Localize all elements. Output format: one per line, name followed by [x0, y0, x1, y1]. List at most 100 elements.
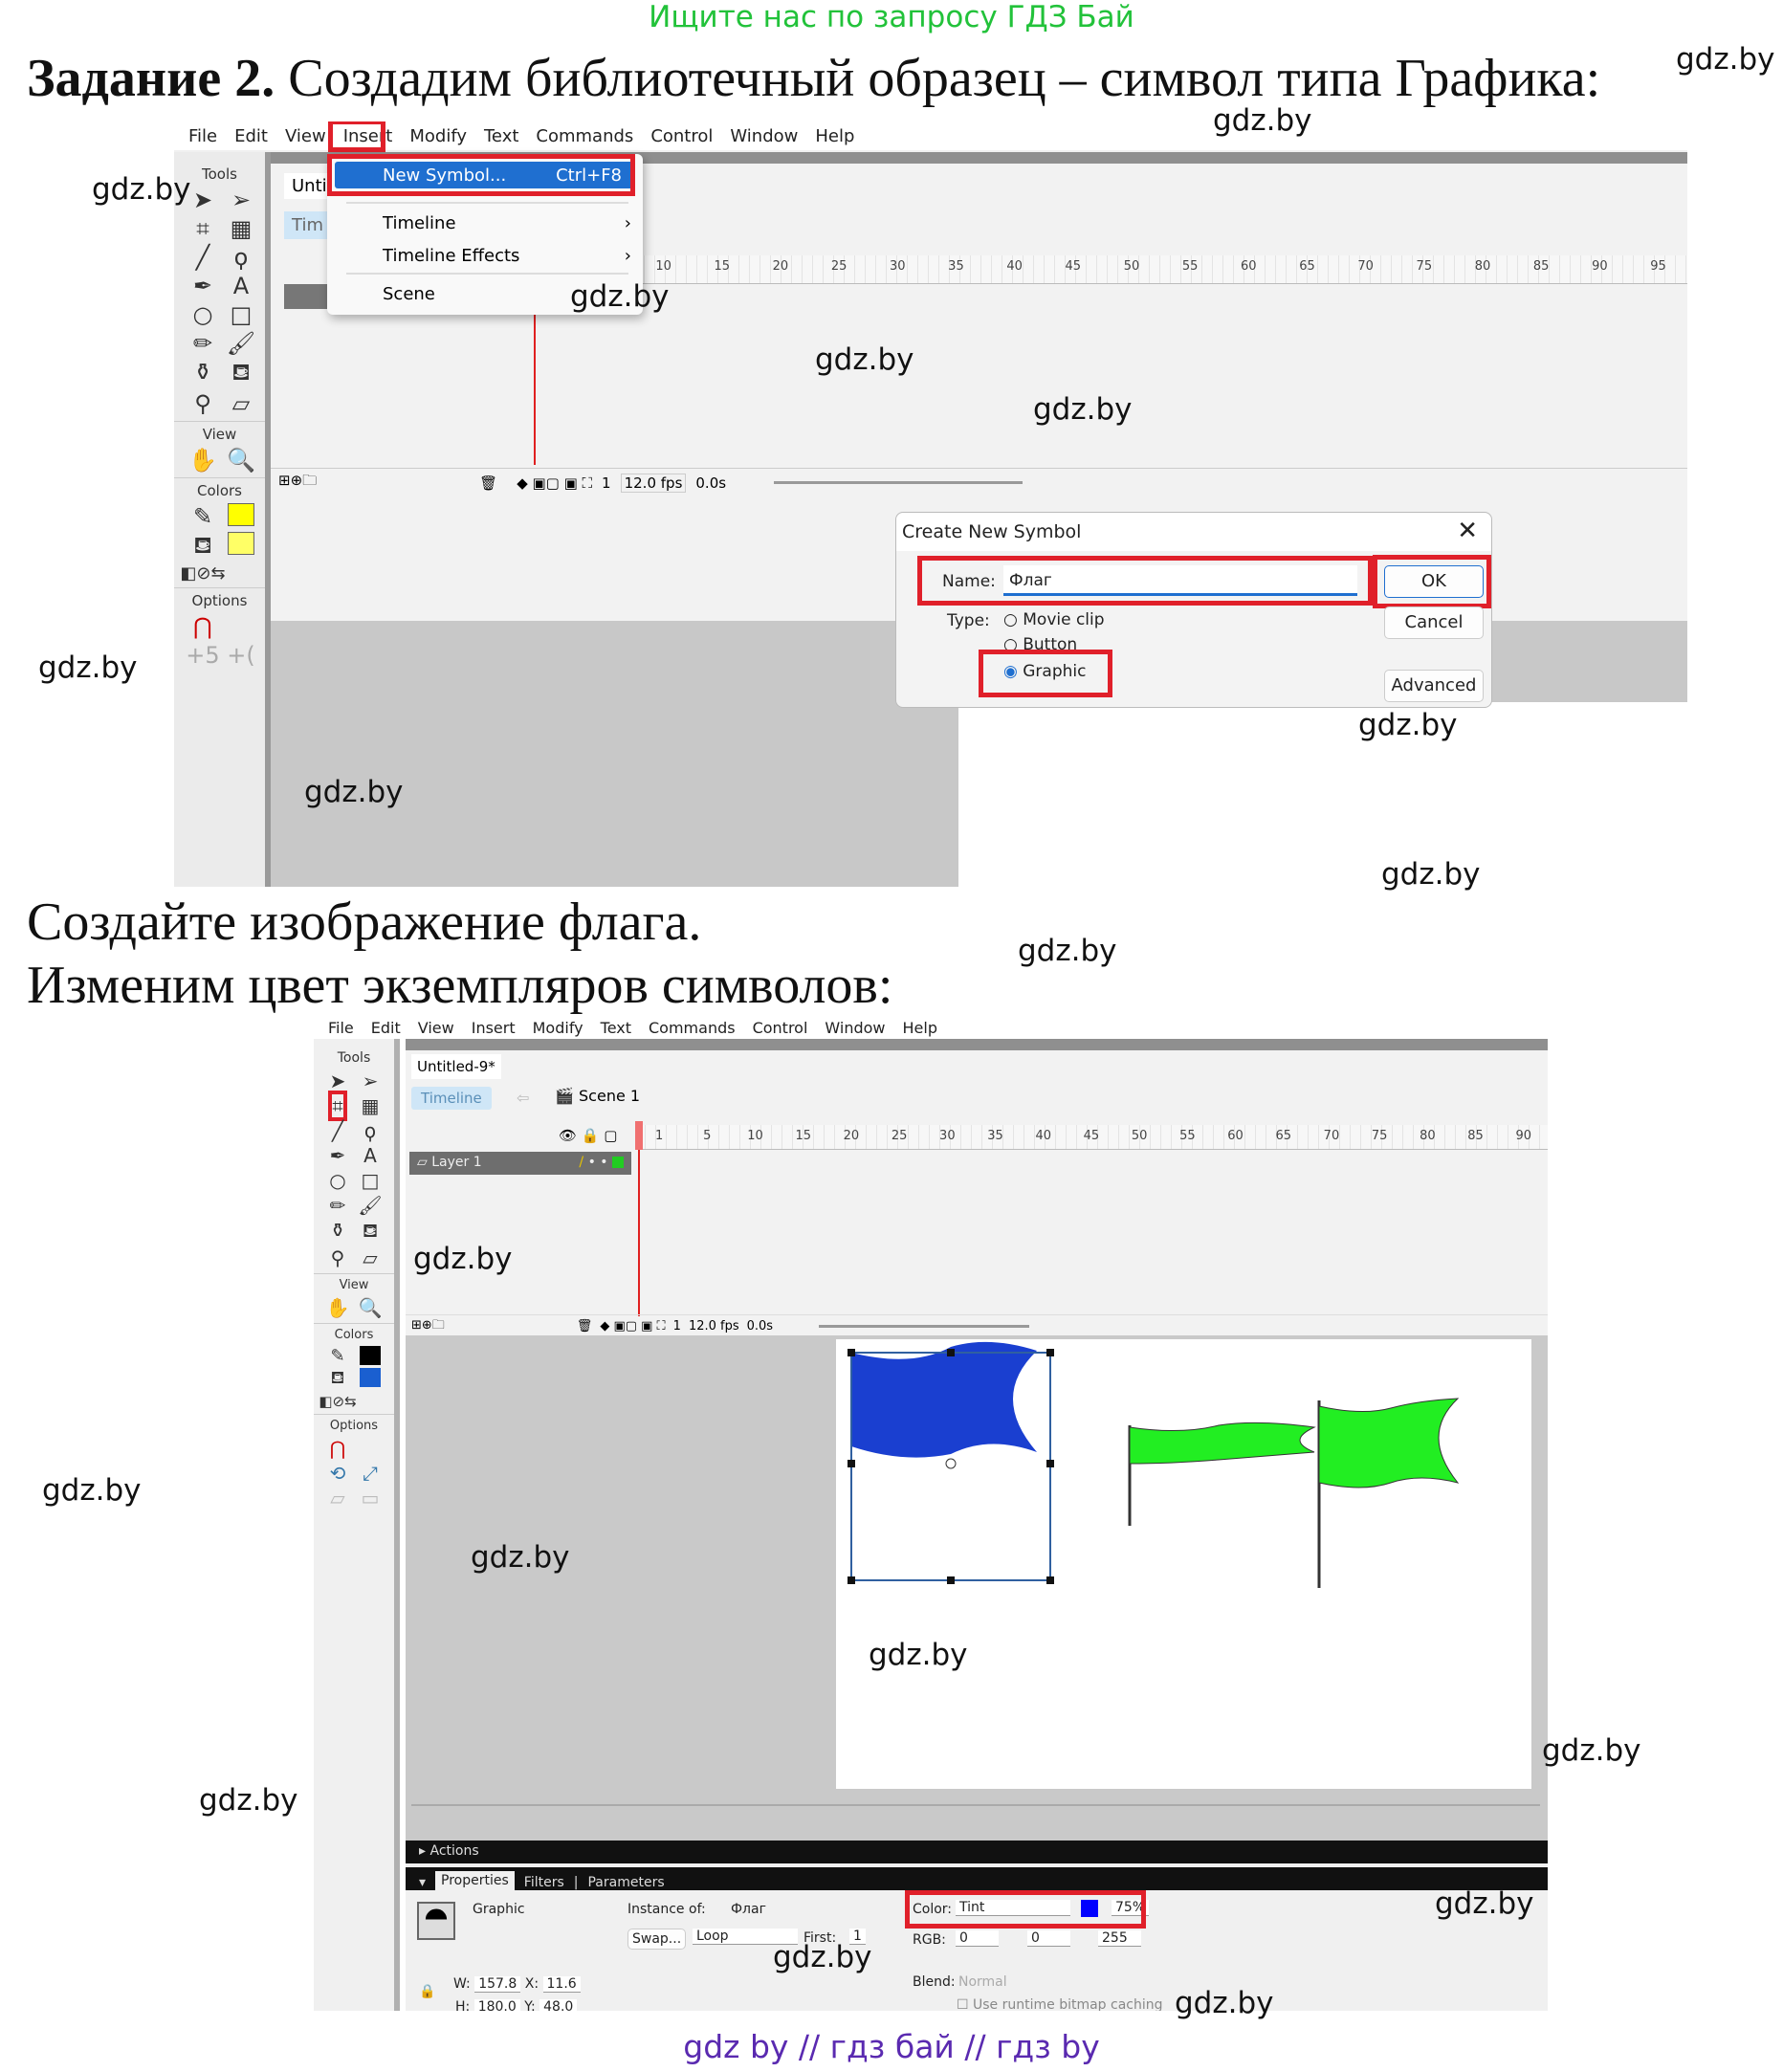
distort-icon[interactable]: ▱: [330, 1487, 345, 1510]
fill-transform-icon[interactable]: ▦: [230, 215, 253, 242]
loop-select[interactable]: Loop: [693, 1929, 798, 1945]
onion-skin-icons[interactable]: ◆ ▣▢ ▣ ⛶: [600, 1319, 666, 1334]
pen-tool-icon[interactable]: ✒: [329, 1144, 346, 1167]
eyedropper-icon[interactable]: ⚲: [330, 1246, 345, 1269]
menu-control[interactable]: Control: [650, 125, 714, 146]
menu-help[interactable]: Help: [902, 1018, 937, 1037]
envelope-icon[interactable]: ▭: [361, 1487, 380, 1510]
text-tool-icon[interactable]: A: [232, 273, 250, 299]
tint-amount-input[interactable]: 75%: [1112, 1900, 1150, 1916]
timeline-scrollbar[interactable]: [774, 481, 1024, 484]
swap-colors-icon[interactable]: ◧⊘⇆: [180, 563, 226, 584]
menu-item-scene[interactable]: Scene: [383, 284, 435, 304]
hand-tool-icon[interactable]: ✋: [325, 1296, 350, 1319]
paint-bucket-icon[interactable]: ⛾: [362, 1219, 379, 1242]
stroke-swatch[interactable]: [360, 1346, 381, 1365]
frame-ruler[interactable]: 10 15 20 25 30 35 40 45 50 55 60 65 70 75 80 85 90 95: [634, 255, 1687, 284]
rect-tool-icon[interactable]: □: [230, 301, 253, 328]
zoom-tool-icon[interactable]: 🔍: [358, 1296, 383, 1319]
y-input[interactable]: 48.0: [539, 1999, 578, 2011]
pen-tool-icon[interactable]: ✒: [192, 273, 213, 299]
snap-magnet-icon[interactable]: ⋂: [193, 613, 212, 640]
hand-tool-icon[interactable]: ✋: [188, 447, 217, 474]
oval-tool-icon[interactable]: ○: [329, 1169, 346, 1192]
blue-input[interactable]: 255: [1098, 1930, 1141, 1947]
lasso-tool-icon[interactable]: ϙ: [233, 244, 249, 271]
top-link[interactable]: Ищите нас по запросу ГДЗ Бай: [649, 0, 1134, 34]
menu-help[interactable]: Help: [815, 125, 855, 146]
menu-view[interactable]: View: [417, 1018, 454, 1037]
color-select[interactable]: Tint: [956, 1900, 1070, 1916]
document-tab[interactable]: Unti: [284, 173, 335, 199]
menu-item-timeline[interactable]: Timeline ›: [383, 213, 631, 233]
bitmap-cache-checkbox[interactable]: ☐ Use runtime bitmap caching: [957, 1997, 1163, 2011]
advanced-button[interactable]: Advanced: [1384, 670, 1484, 702]
close-icon[interactable]: ✕: [1457, 517, 1478, 545]
paint-bucket-icon[interactable]: ⛾: [231, 359, 251, 386]
menu-file[interactable]: File: [188, 125, 218, 146]
green-input[interactable]: 0: [1027, 1930, 1070, 1947]
footer-links[interactable]: gdz by // гдз бай // гдз by: [683, 2028, 1100, 2065]
brush-tool-icon[interactable]: 🖌: [358, 1194, 383, 1217]
layer-row[interactable]: ▱ Layer 1/ • •: [409, 1152, 631, 1175]
menu-control[interactable]: Control: [752, 1018, 808, 1037]
swap-button[interactable]: Swap...: [627, 1929, 687, 1950]
smooth-icon[interactable]: +5: [186, 642, 220, 669]
playhead[interactable]: [635, 1121, 643, 1150]
menu-modify[interactable]: Modify: [532, 1018, 583, 1037]
timeline-scrollbar[interactable]: [819, 1325, 1030, 1328]
swap-colors-icon[interactable]: ◧⊘⇆: [319, 1393, 357, 1410]
eyedropper-icon[interactable]: ⚲: [194, 390, 211, 417]
eraser-icon[interactable]: ▱: [231, 390, 251, 417]
subselect-tool-icon[interactable]: ➢: [362, 1069, 379, 1092]
tab-filters[interactable]: Filters: [523, 1875, 564, 1890]
blend-select[interactable]: Normal: [958, 1974, 1007, 1990]
actions-panel-header[interactable]: ▸ Actions: [406, 1841, 1548, 1863]
menu-text[interactable]: Text: [484, 125, 519, 146]
free-transform-icon[interactable]: ⌗: [196, 215, 209, 242]
stroke-color-icon[interactable]: ✎: [192, 503, 213, 530]
symbol-behavior-select[interactable]: Graphic: [473, 1902, 525, 1917]
fill-color-icon[interactable]: ⛾: [193, 532, 212, 559]
menu-insert[interactable]: Insert: [342, 125, 393, 146]
menu-edit[interactable]: Edit: [370, 1018, 401, 1037]
fill-swatch[interactable]: [228, 532, 254, 555]
layer-row[interactable]: [284, 284, 332, 309]
tab-parameters[interactable]: Parameters: [587, 1875, 665, 1890]
menu-text[interactable]: Text: [600, 1018, 631, 1037]
ink-bottle-icon[interactable]: ⚱: [192, 359, 213, 386]
brush-tool-icon[interactable]: 🖌: [226, 330, 256, 357]
snap-magnet-icon[interactable]: ⋂: [329, 1437, 346, 1460]
oval-tool-icon[interactable]: ○: [192, 301, 213, 328]
menu-commands[interactable]: Commands: [649, 1018, 736, 1037]
line-tool-icon[interactable]: ╱: [331, 1119, 344, 1142]
subselect-tool-icon[interactable]: ➢: [231, 187, 252, 213]
fill-swatch[interactable]: [360, 1368, 381, 1387]
text-tool-icon[interactable]: A: [363, 1144, 377, 1167]
red-input[interactable]: 0: [956, 1930, 999, 1947]
radio-graphic[interactable]: ◉ Graphic: [1003, 662, 1087, 681]
line-tool-icon[interactable]: ╱: [195, 244, 210, 271]
tab-properties[interactable]: Properties: [435, 1871, 515, 1890]
delete-layer-icon[interactable]: 🗑: [576, 1319, 593, 1334]
scale-icon[interactable]: ⤢: [363, 1462, 378, 1485]
arrow-tool-icon[interactable]: ➤: [329, 1069, 346, 1092]
stroke-swatch[interactable]: [228, 503, 254, 526]
menu-commands[interactable]: Commands: [536, 125, 634, 146]
pencil-tool-icon[interactable]: ✏: [329, 1194, 346, 1217]
cancel-button[interactable]: Cancel: [1384, 606, 1484, 639]
radio-movie-clip[interactable]: ○ Movie clip: [1003, 610, 1105, 629]
first-input[interactable]: 1: [849, 1929, 866, 1945]
onion-skin-icons[interactable]: ◆ ▣▢ ▣ ⛶: [517, 474, 593, 492]
arrow-tool-icon[interactable]: ➤: [192, 187, 213, 213]
scene-link[interactable]: 🎬 Scene 1: [555, 1087, 641, 1105]
eraser-icon[interactable]: ▱: [363, 1246, 378, 1269]
free-transform-icon[interactable]: ⌗: [328, 1091, 347, 1121]
menu-insert[interactable]: Insert: [471, 1018, 516, 1037]
ink-bottle-icon[interactable]: ⚱: [329, 1219, 346, 1242]
timeline-button[interactable]: Timeline: [411, 1087, 492, 1110]
delete-layer-icon[interactable]: 🗑: [479, 474, 498, 492]
add-layer-icon[interactable]: ⊞⊕🗀: [411, 1317, 445, 1333]
name-input[interactable]: Флаг: [1003, 565, 1357, 596]
back-arrow-icon[interactable]: ⇦: [517, 1089, 530, 1107]
